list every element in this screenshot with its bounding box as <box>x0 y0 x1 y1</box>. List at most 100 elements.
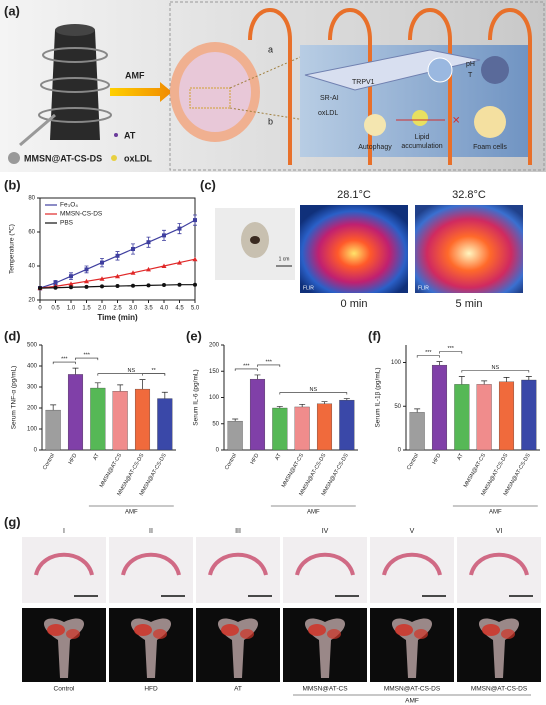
panel-a: (a) MMSN@AT-CS-DS AT oxLDL AMF a b SR-AI… <box>0 0 546 172</box>
at-icon <box>114 133 118 137</box>
particle <box>427 57 453 83</box>
significance-bracket <box>142 373 166 376</box>
marker <box>69 285 73 290</box>
plaque-red <box>327 629 341 639</box>
error-bar <box>299 403 306 407</box>
y-tick-label: 100 <box>391 360 402 366</box>
x-tick-label: 4.5 <box>175 306 184 312</box>
y-tick-label: 500 <box>27 343 38 349</box>
coil-device <box>19 24 112 147</box>
x-tick-label: MMSN@AT-CS <box>463 452 487 488</box>
group-label: MMSN@AT-CS <box>302 686 348 693</box>
marker <box>192 256 198 262</box>
error-bar <box>321 401 328 404</box>
significance-label: NS <box>492 365 500 371</box>
marker <box>193 282 197 287</box>
x-tick-label: Control <box>406 453 420 471</box>
plaque-red <box>308 624 326 636</box>
panel-label: (g) <box>4 514 21 529</box>
y-tick-label: 20 <box>28 298 35 304</box>
bar <box>90 387 106 451</box>
plaque-red <box>66 629 80 639</box>
marker <box>131 247 135 251</box>
significance-bracket <box>439 351 463 354</box>
cell <box>364 114 386 136</box>
plaque-red <box>395 624 413 636</box>
at-legend: AT <box>124 130 136 140</box>
significance-bracket <box>52 361 76 365</box>
x-tick-label: AT <box>274 452 283 461</box>
marker <box>162 283 166 288</box>
bar <box>339 399 355 451</box>
group-label: HFD <box>144 686 158 693</box>
error-bar <box>525 376 532 380</box>
plaque-stain <box>34 552 94 576</box>
significance-label: *** <box>243 363 250 369</box>
histology-image <box>457 537 541 603</box>
x-tick-label: MMSN@AT-CS <box>99 452 123 488</box>
plaque-red <box>134 624 152 636</box>
oxldl-legend: oxLDL <box>124 153 153 163</box>
significance-label: *** <box>83 353 90 359</box>
panel-label: (b) <box>4 177 21 192</box>
marker <box>115 284 120 289</box>
group-label: MMSN@AT-CS-DS <box>471 686 528 693</box>
panel-label: (a) <box>4 3 20 18</box>
significance-label: NS <box>310 387 318 393</box>
bar <box>409 412 425 451</box>
error-bar <box>343 398 350 401</box>
marker <box>146 266 151 272</box>
receptor-label: SR-AI <box>320 95 339 102</box>
plaque-stain <box>208 552 268 576</box>
error-bar <box>414 408 421 413</box>
panel-label: (c) <box>200 177 216 192</box>
marker <box>84 267 89 272</box>
significance-bracket <box>461 370 530 373</box>
bar <box>157 398 173 451</box>
group-label: MMSN@AT-CS-DS <box>384 686 441 693</box>
legend-label: MMSN-CS-DS <box>60 211 103 218</box>
step-label: Lipid <box>415 134 430 141</box>
block-mark: ✕ <box>452 116 460 127</box>
x-tick-label: AT <box>456 452 465 461</box>
marker <box>177 260 182 265</box>
panel-label: (f) <box>368 328 381 343</box>
marker <box>99 276 105 281</box>
histology-image <box>22 537 106 603</box>
error-bar <box>117 384 124 392</box>
plaque-red <box>414 629 428 639</box>
bar <box>476 384 492 451</box>
x-axis-label: Time (min) <box>97 313 138 322</box>
significance-label: NS <box>128 368 136 374</box>
camera-brand: FLIR <box>418 285 429 291</box>
error-bar <box>139 379 146 390</box>
panel-c: 1 cm 28.1°C 32.8°C FLIR FLIR 0 min 5 min <box>215 189 523 310</box>
route-label: a <box>268 44 273 54</box>
section-label: II <box>149 528 153 535</box>
marker <box>193 218 197 223</box>
histology-image <box>283 537 367 603</box>
marker <box>146 283 151 288</box>
marker <box>177 282 182 287</box>
route-label: b <box>268 116 273 126</box>
plaque-stain <box>469 552 529 576</box>
plaque-red <box>240 629 254 639</box>
x-tick-label: 3.0 <box>129 306 138 312</box>
oxldl-label: oxLDL <box>318 110 338 117</box>
oxldl-icon <box>111 155 117 161</box>
foam-cell <box>474 106 506 138</box>
bar <box>134 388 151 451</box>
marker <box>68 281 74 286</box>
x-tick-label: 0.5 <box>51 306 60 312</box>
significance-bracket <box>279 392 348 395</box>
section-label: VI <box>496 528 503 535</box>
plaque-stain <box>295 552 355 576</box>
y-tick-label: 300 <box>27 385 38 391</box>
y-axis-label: Temperature (℃) <box>9 224 16 274</box>
camera-brand: FLIR <box>303 285 314 291</box>
bar <box>431 364 448 451</box>
y-tick-label: 60 <box>28 230 35 236</box>
x-tick-label: AT <box>92 452 101 461</box>
y-tick-label: 400 <box>27 364 38 370</box>
